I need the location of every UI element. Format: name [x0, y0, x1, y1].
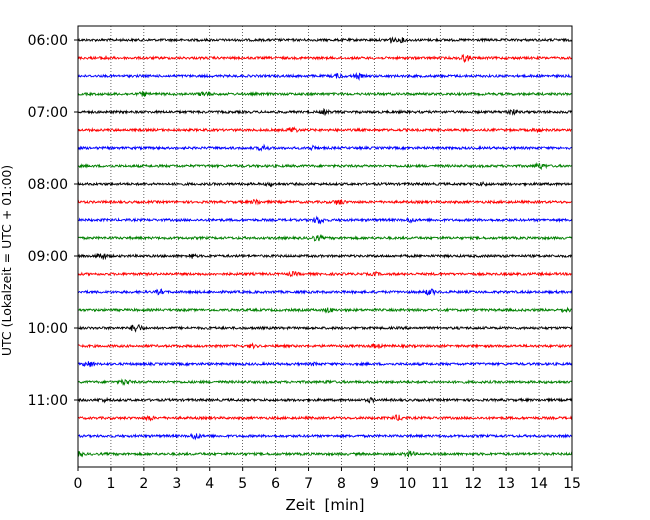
seismic-trace — [77, 378, 573, 387]
x-tick-label: 5 — [238, 476, 247, 492]
seismic-trace — [77, 126, 573, 134]
y-tick-label: 10:00 — [28, 321, 68, 337]
seismic-trace — [77, 252, 573, 261]
seismic-trace — [77, 306, 573, 314]
seismic-trace — [77, 234, 573, 242]
seismic-trace — [77, 161, 573, 171]
seismic-trace — [77, 342, 573, 350]
x-tick-label: 2 — [139, 476, 148, 492]
seismic-trace — [77, 198, 573, 206]
seismic-trace — [77, 180, 573, 188]
y-axis-ticks: 06:00 07:00 08:00 09:00 10:00 11:00 — [28, 33, 78, 409]
y-tick-label: 08:00 — [28, 177, 68, 193]
x-tick-label: 1 — [106, 476, 115, 492]
y-tick-label: 06:00 — [28, 33, 68, 49]
seismic-trace — [77, 449, 573, 458]
x-tick-label: 7 — [304, 476, 313, 492]
seismic-trace — [77, 90, 573, 97]
x-tick-label: 8 — [337, 476, 346, 492]
seismic-trace — [77, 53, 573, 64]
x-axis-label: Zeit [min] — [285, 496, 364, 514]
seismic-trace — [77, 432, 573, 441]
x-tick-label: 6 — [271, 476, 280, 492]
seismic-trace — [77, 71, 573, 81]
seismic-trace — [77, 107, 573, 116]
y-axis-label: UTC (Lokalzeit = UTC + 01:00) — [0, 165, 14, 356]
x-tick-label: 14 — [530, 476, 548, 492]
seismic-trace — [77, 414, 573, 422]
y-tick-label: 09:00 — [28, 249, 68, 265]
x-tick-label: 12 — [464, 476, 482, 492]
x-tick-label: 9 — [370, 476, 379, 492]
seismic-trace — [77, 270, 573, 278]
x-tick-label: 11 — [431, 476, 449, 492]
seismic-trace — [77, 215, 573, 225]
x-tick-label: 10 — [398, 476, 416, 492]
plot-frame — [77, 25, 573, 468]
seismic-trace — [77, 143, 573, 152]
x-tick-label: 13 — [497, 476, 515, 492]
y-tick-label: 11:00 — [28, 393, 68, 409]
y-tick-label: 07:00 — [28, 105, 68, 121]
x-tick-label: 4 — [205, 476, 214, 492]
seismic-trace — [77, 288, 573, 296]
seismic-trace — [77, 396, 573, 404]
x-tick-label: 3 — [172, 476, 181, 492]
x-tick-label: 15 — [563, 476, 581, 492]
x-axis-ticks: 0 1 2 3 4 5 6 7 8 9 10 11 12 13 14 15 — [74, 467, 581, 492]
seismic-traces — [77, 36, 573, 458]
seismic-trace — [77, 361, 573, 368]
seismic-trace — [77, 323, 573, 333]
x-tick-label: 0 — [74, 476, 83, 492]
seismic-trace — [77, 36, 573, 44]
